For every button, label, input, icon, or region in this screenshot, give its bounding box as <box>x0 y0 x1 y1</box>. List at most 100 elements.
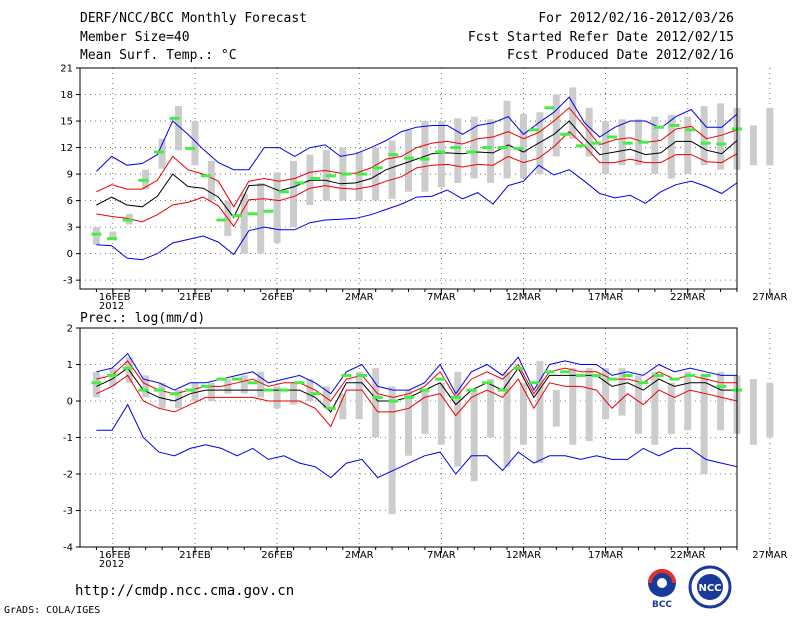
prec-label: Prec.: log(mm/d) <box>80 311 206 326</box>
spread-bar <box>585 368 593 442</box>
spread-bar <box>355 151 363 201</box>
spread-bar <box>405 390 412 456</box>
spread-bar <box>207 382 215 401</box>
spread-bar <box>634 375 642 434</box>
x-tick-label: 12MAR <box>506 550 541 561</box>
spread-bar <box>339 393 347 420</box>
x-tick-label: 21FEB <box>179 292 211 303</box>
x-tick-label: 26FEB <box>261 292 293 303</box>
spread-bar <box>503 371 511 467</box>
spread-bar <box>602 121 610 175</box>
spread-bar <box>306 379 314 401</box>
spread-bar <box>454 371 462 467</box>
spread-bar <box>240 193 248 254</box>
x-year-label: 2012 <box>99 559 124 570</box>
spread-bar <box>421 390 429 434</box>
spread-bar <box>224 379 232 394</box>
bcc-logo-text: BCC <box>652 600 672 609</box>
spread-bar <box>372 147 380 201</box>
spread-bar <box>618 119 626 166</box>
y-tick-label: 6 <box>67 196 73 207</box>
spread-bar <box>569 368 577 445</box>
bcc-logo: BCC <box>640 565 684 609</box>
y-tick-label: 15 <box>60 117 73 128</box>
ncc-logo: NCC <box>688 565 732 609</box>
spread-bar <box>667 382 675 434</box>
source-url[interactable]: http://cmdp.ncc.cma.gov.cn <box>75 583 295 599</box>
spread-bar <box>158 382 166 409</box>
member-size: Member Size=40 <box>80 30 190 45</box>
spread-bar <box>437 121 445 188</box>
y-tick-label: 2 <box>67 324 73 335</box>
spread-bar <box>470 390 478 482</box>
spread-bar <box>388 140 396 199</box>
spread-bar <box>766 107 774 166</box>
spread-bar <box>437 382 445 445</box>
y-tick-label: 9 <box>67 170 73 181</box>
x-tick-label: 21FEB <box>179 550 211 561</box>
spread-bar <box>519 382 527 445</box>
spread-bar <box>92 227 100 245</box>
x-tick-label: 7MAR <box>427 292 456 303</box>
spread-bar <box>749 379 757 445</box>
spread-bar <box>191 121 199 166</box>
x-tick-label: 27MAR <box>752 292 787 303</box>
x-tick-label: 17MAR <box>588 550 623 561</box>
x-tick-label: 2MAR <box>345 550 374 561</box>
ncc-logo-text: NCC <box>698 583 721 594</box>
spread-bar <box>142 375 150 398</box>
spread-bar <box>552 94 560 157</box>
precipitation-panel: -4 -3 -2 -1 0 1 2 16FEB 21FEB 26FEB 2MAR 7MAR 12MAR 1… <box>63 324 787 571</box>
spread-bar <box>700 106 708 166</box>
x-tick-label: 22MAR <box>670 550 705 561</box>
grads-credit: GrADS: COLA/IGES <box>4 605 101 616</box>
spread-bar <box>273 386 281 409</box>
spread-bar <box>503 100 511 179</box>
spread-bar <box>667 114 675 179</box>
x-tick-label: 22MAR <box>670 292 705 303</box>
spread-bar <box>651 371 659 445</box>
chart-title: DERF/NCC/BCC Monthly Forecast <box>80 11 307 26</box>
spread-bar <box>749 125 757 166</box>
spread-bar <box>569 87 577 139</box>
forecast-range: For 2012/02/16-2012/03/26 <box>538 11 734 26</box>
spread-bar <box>684 371 692 431</box>
series-red_upper <box>96 107 738 208</box>
fcst-started-date: Fcst Started Refer Date 2012/02/15 <box>467 30 734 45</box>
y-tick-label: 18 <box>60 90 73 101</box>
x-tick-label: 16FEB <box>99 292 131 303</box>
spread-bar <box>175 106 183 151</box>
x-tick-label: 16FEB <box>99 550 131 561</box>
spread-bar <box>454 118 462 183</box>
spread-bar <box>618 368 626 416</box>
x-year-label: 2012 <box>99 301 124 312</box>
y-tick-label: 21 <box>60 64 73 75</box>
spread-bar <box>273 172 281 244</box>
y-tick-label: -2 <box>63 470 73 481</box>
spread-bar <box>207 160 215 201</box>
series-ensemble_mean <box>96 367 737 413</box>
spread-bar <box>290 160 298 228</box>
series-red_lower <box>96 130 738 228</box>
temperature-panel: -3 0 3 6 9 12 15 18 21 16FEB 21FEB 26FEB 2MAR 7MAR 12M… <box>60 64 787 313</box>
y-tick-label: 0 <box>67 249 73 260</box>
spread-bar <box>552 390 560 427</box>
spread-bar <box>240 375 248 394</box>
series-ensemble_mean <box>96 120 738 219</box>
spread-bar <box>700 375 708 474</box>
x-tick-label: 17MAR <box>588 292 623 303</box>
spread-bar <box>536 112 544 175</box>
spread-bar <box>487 379 495 438</box>
variable-label: Mean Surf. Temp.: °C <box>80 48 237 63</box>
spread-bar <box>257 182 265 254</box>
spread-bar <box>717 371 725 431</box>
y-tick-label: 0 <box>67 397 73 408</box>
spread-bar <box>519 113 527 179</box>
spread-bar <box>536 360 544 464</box>
fcst-produced-date: Fcst Produced Date 2012/02/16 <box>507 48 734 63</box>
spread-bar <box>372 368 380 438</box>
spread-bar <box>470 116 478 179</box>
y-tick-label: -1 <box>63 433 73 444</box>
x-tick-label: 2MAR <box>345 292 374 303</box>
spread-bar <box>290 382 298 405</box>
